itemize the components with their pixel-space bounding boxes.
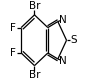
Text: S: S bbox=[70, 35, 77, 45]
Text: Br: Br bbox=[29, 1, 40, 11]
Text: F: F bbox=[10, 48, 16, 58]
Text: N: N bbox=[59, 56, 67, 66]
Text: Br: Br bbox=[29, 70, 40, 80]
Text: N: N bbox=[59, 15, 67, 25]
Text: F: F bbox=[10, 23, 16, 33]
